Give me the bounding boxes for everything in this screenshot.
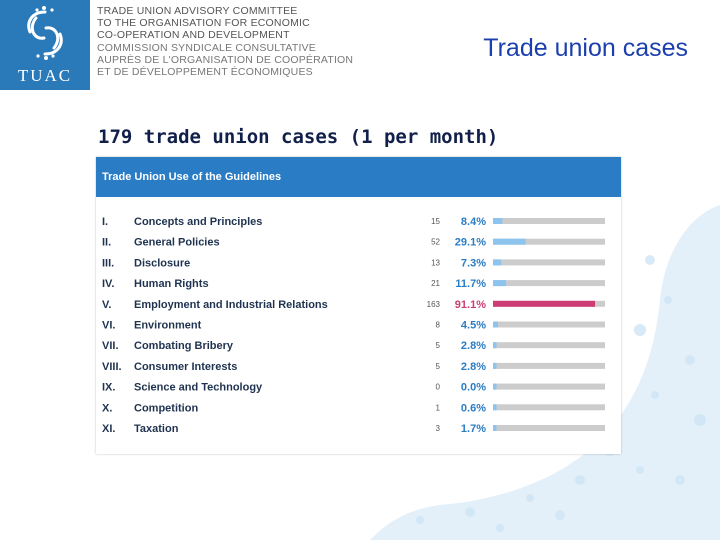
row-label: Competition [134, 402, 198, 414]
row-percent: 91.1% [455, 299, 486, 311]
row-number: VII. [102, 340, 119, 352]
bar-track [493, 238, 605, 245]
bar-track [493, 342, 605, 349]
row-number: V. [102, 299, 111, 311]
row-count: 8 [436, 321, 441, 330]
row-percent: 8.4% [461, 216, 486, 228]
bar-chart: I. Concepts and Principles 15 8.4%II. Genera… [102, 216, 605, 435]
globe-swirl-icon [27, 6, 63, 60]
org-line: TO THE ORGANISATION FOR ECONOMIC [97, 17, 310, 30]
row-percent: 1.7% [461, 423, 486, 435]
org-line: CO-OPERATION AND DEVELOPMENT [97, 29, 290, 42]
bar-track [493, 383, 605, 390]
row-label: Taxation [134, 423, 179, 435]
bar-track [493, 218, 605, 224]
row-number: I. [102, 216, 108, 228]
row-number: IV. [102, 278, 114, 290]
row-percent: 11.7% [455, 278, 486, 290]
row-count: 3 [436, 424, 441, 433]
row-label: Employment and Industrial Relations [134, 299, 328, 311]
org-line: TRADE UNION ADVISORY COMMITTEE [97, 5, 298, 17]
slide-title: Trade union cases [483, 34, 688, 62]
row-count: 15 [431, 217, 440, 226]
row-number: IX. [102, 382, 115, 394]
bar-track [493, 280, 605, 287]
row-label: Disclosure [134, 257, 190, 269]
chart-title: Trade Union Use of the Guidelines [102, 171, 282, 183]
row-number: III. [102, 257, 114, 269]
org-line: ET DE DÉVELOPPEMENT ÉCONOMIQUES [97, 66, 313, 79]
row-count: 5 [436, 362, 441, 371]
row-percent: 0.6% [461, 402, 486, 414]
org-line: AUPRÈS DE L'ORGANISATION DE COOPÉRATION [97, 53, 354, 66]
bar [493, 218, 503, 224]
row-percent: 7.3% [461, 257, 486, 269]
bar-track [493, 259, 605, 266]
guidelines-panel: Trade Union Use of the Guidelines I. Conc… [96, 157, 621, 454]
row-count: 1 [436, 403, 441, 412]
row-percent: 29.1% [455, 237, 486, 249]
bar [493, 425, 497, 431]
organisation-name: TRADE UNION ADVISORY COMMITTEE TO THE OR… [97, 5, 354, 79]
bar [493, 238, 526, 245]
bar [493, 383, 497, 390]
row-number: XI. [102, 423, 115, 435]
row-label: Human Rights [134, 278, 209, 290]
row-percent: 0.0% [461, 382, 486, 394]
org-line: COMMISSION SYNDICALE CONSULTATIVE [97, 41, 316, 54]
bar [493, 280, 507, 287]
row-number: X. [102, 402, 112, 414]
row-count: 52 [431, 238, 440, 247]
row-percent: 2.8% [461, 340, 486, 352]
bar [493, 342, 497, 349]
row-number: II. [102, 237, 111, 249]
bar [493, 321, 499, 328]
bar-track [493, 362, 605, 369]
bar-track [493, 321, 605, 328]
bar [493, 300, 596, 307]
bar [493, 362, 497, 369]
row-label: Science and Technology [134, 382, 263, 394]
row-label: Combating Bribery [134, 340, 234, 352]
panel-header: Trade Union Use of the Guidelines [96, 157, 621, 197]
row-number: VIII. [102, 361, 122, 373]
row-count: 21 [431, 279, 440, 288]
row-label: General Policies [134, 237, 220, 249]
bar [493, 259, 502, 266]
row-count: 0 [436, 383, 441, 392]
bar [493, 404, 497, 411]
row-label: Consumer Interests [134, 361, 237, 373]
row-percent: 2.8% [461, 361, 486, 373]
bar-track [493, 404, 605, 411]
row-number: VI. [102, 320, 115, 332]
row-count: 163 [427, 300, 441, 309]
tuac-logo: TUAC [0, 0, 90, 90]
row-percent: 4.5% [461, 320, 486, 332]
row-count: 5 [436, 341, 441, 350]
logo-text: TUAC [17, 66, 73, 85]
bar-track [493, 425, 605, 431]
row-label: Environment [134, 320, 202, 332]
row-count: 13 [431, 258, 440, 267]
row-label: Concepts and Principles [134, 216, 262, 228]
subtitle: 179 trade union cases (1 per month) [98, 126, 499, 148]
